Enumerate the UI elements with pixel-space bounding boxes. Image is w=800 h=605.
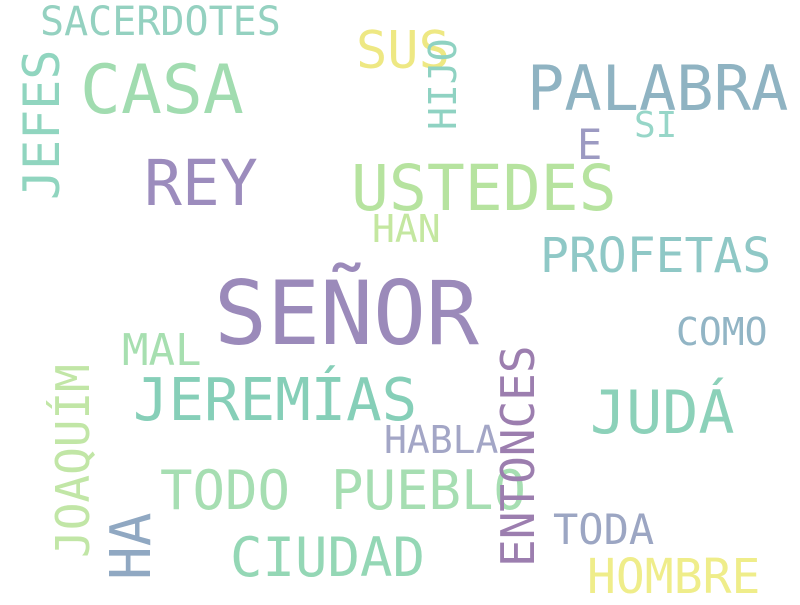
word-profetas: PROFETAS bbox=[540, 228, 772, 284]
word-sacerdotes: SACERDOTES bbox=[40, 0, 281, 45]
word-han: HAN bbox=[372, 207, 441, 251]
word-toda: HA bbox=[99, 512, 164, 580]
word-todo: TODO bbox=[160, 459, 291, 522]
word-sus: SUS bbox=[356, 21, 450, 81]
word-casa: CASA bbox=[80, 51, 244, 130]
word-palabra: PALABRA bbox=[527, 52, 789, 125]
word-como: COMO bbox=[676, 310, 768, 354]
word-ha: ENTONCES bbox=[491, 345, 545, 567]
word-jeremias: JEREMÍAS bbox=[133, 365, 418, 434]
word-habla: HABLA bbox=[384, 418, 499, 462]
word-ciudad: CIUDAD bbox=[230, 526, 426, 589]
word-si: HIJO bbox=[421, 38, 465, 130]
word-hijo: SI bbox=[634, 105, 678, 146]
word-pueblo: PUEBLO bbox=[331, 459, 527, 522]
word-rey: REY bbox=[144, 147, 258, 220]
word-joaquim: JOAQUÍM bbox=[46, 364, 100, 558]
word-e: E bbox=[577, 120, 603, 169]
word-jefes: JEFES bbox=[13, 49, 71, 200]
word-senor: SEÑOR bbox=[214, 262, 479, 365]
word-hombre: HOMBRE bbox=[587, 549, 761, 605]
word-entonces: TODA bbox=[553, 505, 655, 554]
word-juda: JUDÁ bbox=[590, 378, 735, 448]
word-mal: MAL bbox=[122, 325, 202, 376]
word-ustedes: USTEDES bbox=[351, 152, 617, 225]
